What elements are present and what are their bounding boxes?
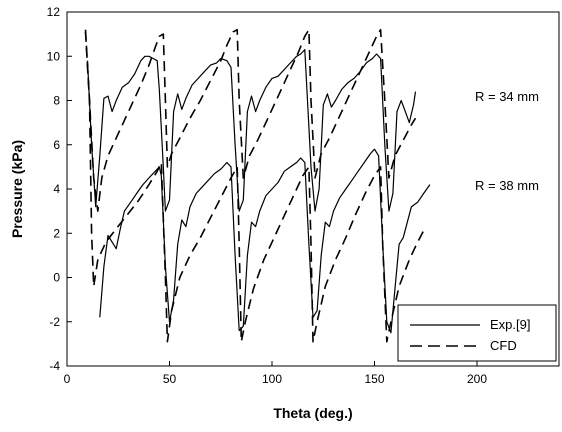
series-layer (84, 28, 431, 343)
legend: Exp.[9] CFD (397, 304, 557, 362)
legend-cfd-label: CFD (490, 338, 517, 353)
x-tick-label: 50 (163, 372, 177, 386)
y-tick-label: 10 (47, 49, 61, 63)
x-tick-label: 150 (364, 372, 384, 386)
exp-series-line-r38 (99, 148, 431, 334)
y-tick-label: -2 (49, 315, 60, 329)
annotation-r38: R = 38 mm (475, 178, 539, 193)
cfd-series-line-r34 (84, 28, 417, 212)
legend-box (397, 304, 557, 362)
y-tick-label: 6 (53, 138, 60, 152)
y-tick-label: -4 (49, 359, 60, 373)
y-tick-label: 8 (53, 94, 60, 108)
x-axis-label: Theta (deg.) (273, 405, 352, 421)
cfd-series-line-r38 (84, 31, 427, 343)
x-tick-label: 200 (467, 372, 487, 386)
y-tick-label: 4 (53, 182, 60, 196)
axis-ticks: -4 -2 0 2 4 6 8 10 12 0 50 100 150 200 (47, 5, 488, 386)
legend-exp-label: Exp.[9] (490, 317, 530, 332)
y-tick-label: 12 (47, 5, 61, 19)
x-tick-label: 100 (262, 372, 282, 386)
annotation-r34: R = 34 mm (475, 89, 539, 104)
y-tick-label: 0 (53, 271, 60, 285)
exp-series-line-r34 (86, 49, 417, 212)
y-tick-label: 2 (53, 226, 60, 240)
x-tick-label: 0 (64, 372, 71, 386)
y-axis-label: Pressure (kPa) (9, 140, 25, 238)
